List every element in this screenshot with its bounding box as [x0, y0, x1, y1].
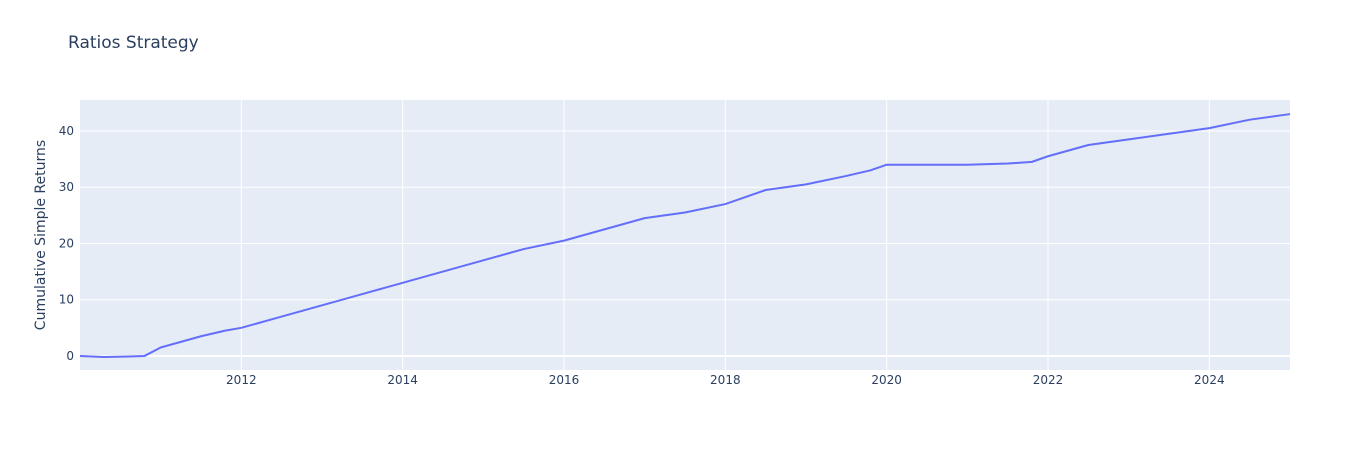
x-tick-label: 2024 [1194, 373, 1225, 387]
y-tick-label: 10 [59, 293, 74, 307]
x-axis-ticks: 2012 2014 2016 2018 2020 2022 2024 [226, 373, 1225, 387]
plot-background [80, 100, 1290, 370]
y-tick-label: 0 [66, 349, 74, 363]
x-tick-label: 2012 [226, 373, 257, 387]
y-axis-ticks: 0 10 20 30 40 [59, 124, 74, 363]
y-axis-label: Cumulative Simple Returns [33, 140, 49, 330]
x-tick-label: 2022 [1033, 373, 1064, 387]
x-tick-label: 2016 [549, 373, 580, 387]
chart-title: Ratios Strategy [68, 33, 199, 53]
series-line [79, 113, 1291, 359]
y-tick-label: 40 [59, 124, 74, 138]
x-tick-label: 2020 [871, 373, 902, 387]
y-tick-label: 30 [59, 180, 74, 194]
grid-layer [80, 100, 1290, 370]
x-tick-label: 2014 [387, 373, 418, 387]
y-tick-label: 20 [59, 236, 74, 250]
series-layer [79, 113, 1291, 359]
x-tick-label: 2018 [710, 373, 741, 387]
